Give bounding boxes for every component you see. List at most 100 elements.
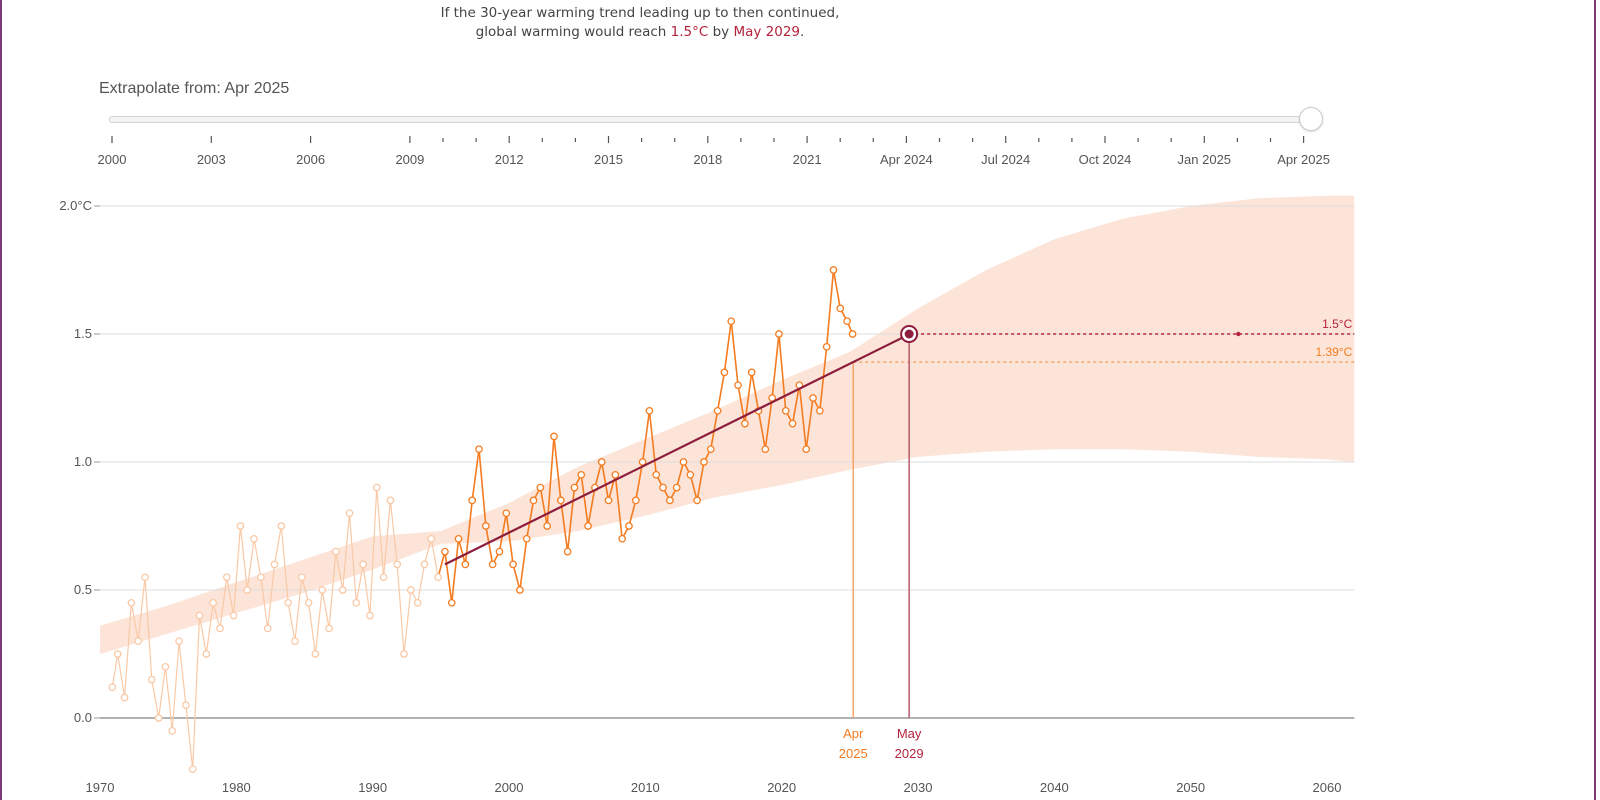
observed-line-segment xyxy=(219,577,228,629)
observed-point xyxy=(727,317,736,326)
observed-point xyxy=(175,637,183,646)
observed-line-segment xyxy=(417,564,426,603)
observed-point xyxy=(529,496,538,505)
target-year-label: 2029 xyxy=(895,746,924,761)
axis-layer: 1970 1980 1990 2000 2010 2020 2030 2040 2050 2060 xyxy=(86,780,1342,795)
observed-point xyxy=(611,470,620,479)
slider-label: Extrapolate from: Apr 2025 xyxy=(99,80,290,97)
observed-point xyxy=(372,483,381,492)
observed-point xyxy=(788,419,797,428)
observed-point xyxy=(672,483,681,492)
observed-point xyxy=(202,650,211,658)
observed-point xyxy=(822,342,831,351)
observed-point xyxy=(848,330,857,338)
observed-point xyxy=(481,522,490,530)
observed-line-segment xyxy=(287,602,296,642)
x-tick-label: 1970 xyxy=(86,780,115,795)
observed-point xyxy=(250,534,258,543)
observed-line-segment xyxy=(348,513,357,603)
observed-line-segment xyxy=(757,410,767,450)
observed-point xyxy=(332,547,340,556)
y-tick-label: 0.5 xyxy=(74,582,92,597)
observed-line-segment xyxy=(273,525,282,565)
slider-tick-label: 2018 xyxy=(693,152,722,167)
observed-line-segment xyxy=(519,538,528,591)
observed-point xyxy=(741,419,749,428)
observed-point xyxy=(625,522,633,530)
observed-point xyxy=(706,445,715,454)
observed-point xyxy=(604,496,613,505)
slider-handle[interactable] xyxy=(1299,107,1323,131)
observed-point xyxy=(154,714,163,722)
slider-tick-label: 2015 xyxy=(594,152,623,167)
observed-point xyxy=(713,406,722,415)
observed-line-segment xyxy=(778,333,787,411)
observed-line-segment xyxy=(267,564,276,629)
observed-line-segment xyxy=(457,538,467,565)
observed-line-segment xyxy=(805,397,814,450)
observed-point xyxy=(747,368,756,377)
observed-line-segment xyxy=(539,487,548,527)
observed-line-segment xyxy=(478,449,487,527)
observed-line-segment xyxy=(587,487,596,527)
y-tick-label: 0.0 xyxy=(74,710,92,725)
observed-point xyxy=(802,445,811,454)
slider-tick-label: 2000 xyxy=(98,152,127,167)
observed-point xyxy=(366,611,374,620)
observed-line-segment xyxy=(253,538,262,578)
observed-line-segment xyxy=(825,269,835,347)
y-tick-label: 1.5 xyxy=(74,326,92,341)
observed-point xyxy=(815,406,824,415)
observed-point xyxy=(536,483,545,492)
observed-line-segment xyxy=(376,487,385,578)
observed-line-segment xyxy=(764,397,773,450)
observations-layer xyxy=(108,266,857,774)
observed-line-segment xyxy=(512,564,521,591)
target-level-label: 1.5°C xyxy=(1322,317,1352,331)
observed-point xyxy=(441,547,449,556)
observed-point xyxy=(570,483,579,492)
observed-line-segment xyxy=(628,500,637,527)
observed-point xyxy=(618,534,627,543)
observed-line-segment xyxy=(314,589,323,655)
observed-line-segment xyxy=(137,577,146,642)
observed-point xyxy=(209,598,218,607)
observed-line-segment xyxy=(294,577,303,642)
x-tick-label: 2020 xyxy=(767,780,796,795)
observed-line-segment xyxy=(328,551,337,629)
observed-point xyxy=(543,522,552,530)
observed-point xyxy=(147,675,156,684)
observed-line-segment xyxy=(151,679,160,719)
slider-tick-label: 2009 xyxy=(395,152,424,167)
frame-border-right xyxy=(1594,0,1596,800)
observed-point xyxy=(775,330,783,338)
frame-border-left xyxy=(0,0,2,800)
observed-point xyxy=(693,496,701,505)
slider-tick-label: Oct 2024 xyxy=(1079,152,1132,167)
observed-point xyxy=(229,611,238,620)
observed-point xyxy=(563,547,572,556)
observed-line-segment xyxy=(498,513,508,552)
observed-line-segment xyxy=(144,577,153,680)
observed-line-segment xyxy=(192,615,201,770)
observed-point xyxy=(400,650,408,658)
observed-point xyxy=(427,534,436,543)
observed-point xyxy=(406,586,415,594)
grid-layer: 0.0 0.5 1.0 1.5 2.0°C xyxy=(59,198,1355,725)
observed-point xyxy=(584,522,592,530)
observed-line-segment xyxy=(198,615,207,655)
observed-line-segment xyxy=(178,641,187,706)
observed-point xyxy=(502,509,511,518)
observed-line-segment xyxy=(819,346,828,411)
observed-line-segment xyxy=(185,705,194,770)
observed-point xyxy=(182,701,190,710)
observed-point xyxy=(127,598,136,607)
observed-line-segment xyxy=(641,410,651,463)
target-marker-dot[interactable] xyxy=(904,329,914,339)
observed-point xyxy=(161,662,170,671)
observed-line-segment xyxy=(689,474,698,501)
trend-layer xyxy=(444,325,919,566)
observed-point xyxy=(277,522,286,530)
observed-point xyxy=(761,445,770,454)
observed-point xyxy=(638,458,647,466)
